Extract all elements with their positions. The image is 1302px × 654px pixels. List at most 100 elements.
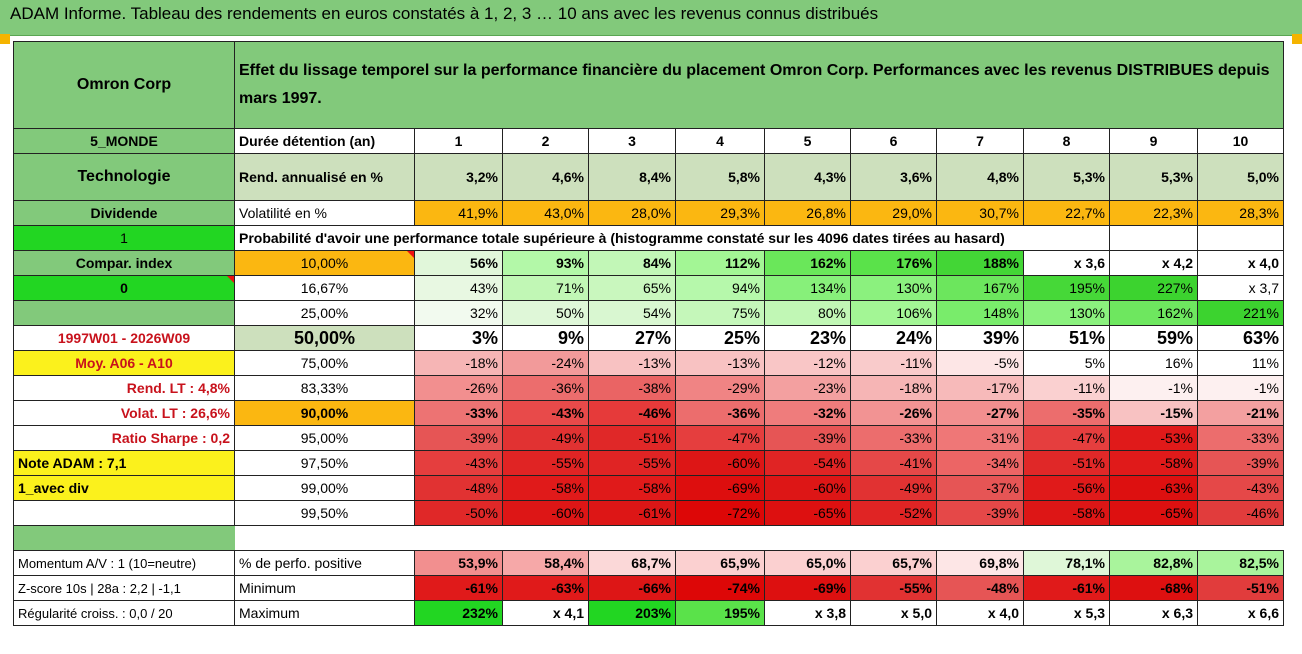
rend-cell: 3,6% [850,153,937,201]
quantile-cell: -48% [414,475,503,501]
quantile-cell: -32% [764,400,851,426]
header-row: Omron Corp Effet du lissage temporel sur… [13,41,1284,129]
spacer-row [13,525,1284,551]
rend-cell: 5,8% [675,153,765,201]
vol-cell: 22,3% [1109,200,1198,226]
quantile-cell: -49% [502,425,589,451]
rend-row: Technologie Rend. annualisé en % 3,2% 4,… [13,153,1284,201]
region-label: 5_MONDE [13,128,235,154]
avec-div-label: 1_avec div [13,475,235,501]
quantile-cell: 5% [1023,350,1110,376]
bottom-cell: 78,1% [1023,550,1110,576]
bottom-label: % de perfo. positive [234,550,415,576]
quantile-cell: 195% [1023,275,1110,301]
quantile-row: Rend. LT : 4,8% 83,33% -26% -36% -38% -2… [13,375,1284,401]
quantile-cell: -18% [414,350,503,376]
quantile-cell: 39% [936,325,1024,351]
quantile-cell: -55% [588,450,676,476]
dividend-label: Dividende [13,200,235,226]
quantile-cell: 221% [1197,300,1284,326]
quantile-cell: 50% [502,300,589,326]
vol-cell: 29,0% [850,200,937,226]
quantile-cell: 51% [1023,325,1110,351]
bottom-cell: -61% [1023,575,1110,601]
quantile-row: 25,00% 32% 50% 54% 75% 80% 106% 148% 130… [13,300,1284,326]
quantile-cell: 32% [414,300,503,326]
rend-lt-label: Rend. LT : 4,8% [13,375,235,401]
quantile-cell: x 4,0 [1197,250,1284,276]
vol-cell: 22,7% [1023,200,1110,226]
quantile-cell: -13% [588,350,676,376]
quantile-cell: 71% [502,275,589,301]
years-row: 5_MONDE Durée détention (an) 1 2 3 4 5 6… [13,128,1284,154]
quantile-cell: -56% [1023,475,1110,501]
zscore-label: Z-score 10s | 28a : 2,2 | -1,1 [13,575,235,601]
quantile-cell: -65% [764,500,851,526]
quantile-cell: -61% [588,500,676,526]
bottom-cell: 69,8% [936,550,1024,576]
performance-table: Omron Corp Effet du lissage temporel sur… [13,41,1284,626]
quantile-cell: 75% [675,300,765,326]
proba-label: Probabilité d'avoir une performance tota… [234,225,1110,251]
year-cell: 8 [1023,128,1110,154]
vol-label: Volatilité en % [234,200,415,226]
quantile-cell: 94% [675,275,765,301]
quantile-cell: x 3,7 [1197,275,1284,301]
quantile-cell: 27% [588,325,676,351]
quantile-cell: -39% [414,425,503,451]
quantile-cell: -38% [588,375,676,401]
vol-cell: 41,9% [414,200,503,226]
rend-cell: 4,6% [502,153,589,201]
quantile-cell: -69% [675,475,765,501]
bottom-cell: -66% [588,575,676,601]
quantile-cell: -33% [850,425,937,451]
quantile-cell: -36% [675,400,765,426]
quantile-row-median: 1997W01 - 2026W09 50,00% 3% 9% 27% 25% 2… [13,325,1284,351]
rend-cell: 4,8% [936,153,1024,201]
bottom-cell: 58,4% [502,550,589,576]
company-name: Omron Corp [13,41,235,129]
quantile-label: 10,00% [234,250,415,276]
bottom-cell: 53,9% [414,550,503,576]
year-cell: 1 [414,128,503,154]
quantile-cell: -58% [588,475,676,501]
bottom-cell: x 3,8 [764,600,851,626]
quantile-cell: -1% [1197,375,1284,401]
bottom-label: Minimum [234,575,415,601]
quantile-cell: -39% [1197,450,1284,476]
bottom-row: Momentum A/V : 1 (10=neutre) % de perfo.… [13,550,1284,576]
year-cell: 4 [675,128,765,154]
quantile-label: 95,00% [234,425,415,451]
bottom-label: Maximum [234,600,415,626]
quantile-row: 0 16,67% 43% 71% 65% 94% 134% 130% 167% … [13,275,1284,301]
quantile-label: 99,50% [234,500,415,526]
quantile-cell: -24% [502,350,589,376]
quantile-cell: -46% [588,400,676,426]
year-cell: 2 [502,128,589,154]
bottom-cell: 65,9% [675,550,765,576]
bottom-cell: -68% [1109,575,1198,601]
quantile-cell: -47% [1023,425,1110,451]
quantile-cell: -55% [502,450,589,476]
quantile-label: 90,00% [234,400,415,426]
vol-cell: 30,7% [936,200,1024,226]
quantile-cell: 24% [850,325,937,351]
year-cell: 3 [588,128,676,154]
quantile-cell: -36% [502,375,589,401]
rend-cell: 4,3% [764,153,851,201]
bottom-cell: 203% [588,600,676,626]
years-label: Durée détention (an) [234,128,415,154]
sharpe-label: Ratio Sharpe : 0,2 [13,425,235,451]
bottom-cell: x 4,1 [502,600,589,626]
quantile-cell: -23% [764,375,851,401]
quantile-cell: 162% [764,250,851,276]
bottom-cell: -48% [936,575,1024,601]
quantile-cell: -13% [675,350,765,376]
note-adam-label: Note ADAM : 7,1 [13,450,235,476]
quantile-cell: -60% [502,500,589,526]
quantile-cell: -21% [1197,400,1284,426]
quantile-cell: -33% [1197,425,1284,451]
quantile-cell: -5% [936,350,1024,376]
quantile-cell: -11% [850,350,937,376]
quantile-cell: -58% [1109,450,1198,476]
